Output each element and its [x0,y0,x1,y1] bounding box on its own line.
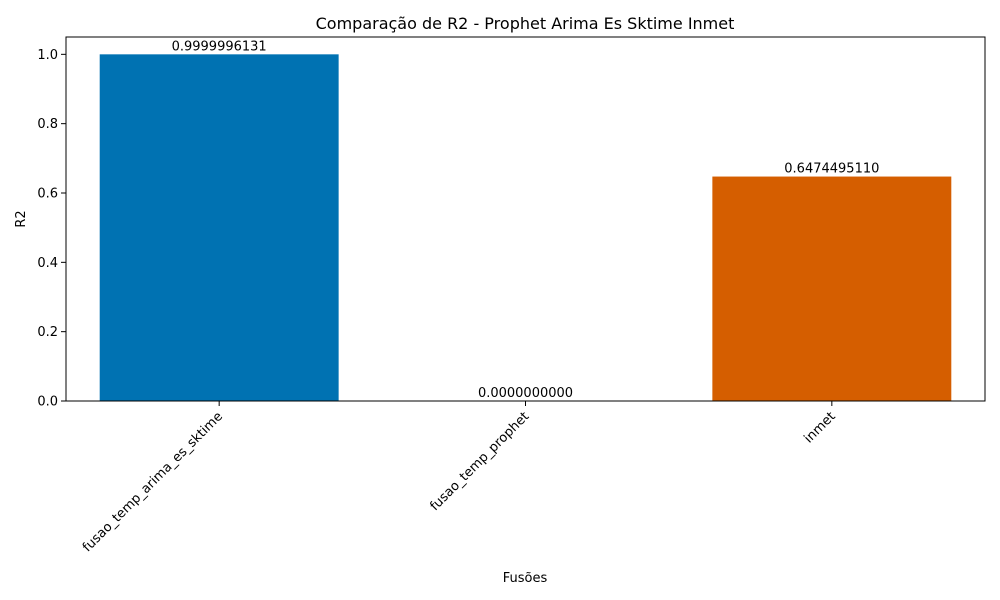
bar-inmet [712,176,952,401]
x-axis-label: Fusões [503,571,548,586]
y-tick-label: 0.8 [37,117,58,132]
y-tick-label: 1.0 [37,48,58,63]
x-tick-label-fusao_temp_prophet: fusao_temp_prophet [427,409,532,514]
x-tick-label-inmet: inmet [801,409,838,446]
y-tick-label: 0.6 [37,187,58,202]
data-label-fusao_temp_prophet: 0.0000000000 [478,386,573,401]
chart-title: Comparação de R2 - Prophet Arima Es Skti… [316,14,735,33]
x-tick-label-fusao_temp_arima_es_sktime: fusao_temp_arima_es_sktime [80,409,226,555]
y-axis-label: R2 [14,210,29,227]
y-tick-label: 0.4 [37,256,58,271]
plot-frame [65,36,986,402]
y-tick-label: 0.0 [37,395,58,410]
data-label-fusao_temp_arima_es_sktime: 0.9999996131 [172,39,267,54]
y-tick-label: 0.2 [37,325,58,340]
bar-fusao_temp_arima_es_sktime [99,54,339,401]
data-label-inmet: 0.6474495110 [784,162,879,177]
plot-area: 0.9999996131 fusao_temp_arima_es_sktime 0.… [37,36,986,555]
